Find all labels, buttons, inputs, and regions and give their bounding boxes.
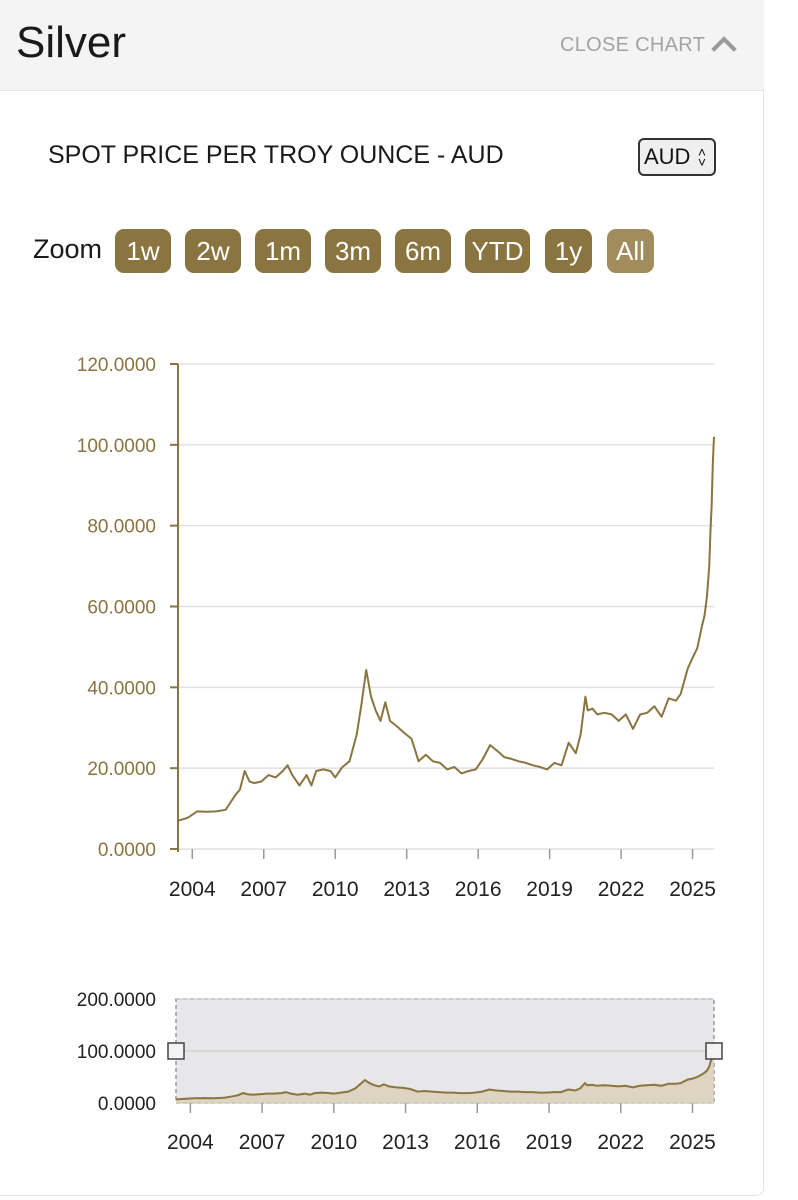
navigator-x-tick-label: 2007: [239, 1131, 286, 1154]
x-tick-label: 2019: [526, 878, 573, 900]
y-tick-label: 0.0000: [98, 840, 156, 861]
navigator-x-tick-label: 2025: [669, 1131, 716, 1154]
main-price-chart[interactable]: 0.0000 20.0000 40.0000 60.0000 80.0000 100.00…: [0, 340, 760, 900]
zoom-label: Zoom: [33, 234, 103, 264]
y-tick-label: 20.0000: [87, 759, 156, 780]
page-title: Silver: [16, 18, 127, 67]
zoom-2w-button[interactable]: 2w: [185, 229, 241, 273]
select-arrows-icon: ˄ ˅: [697, 144, 706, 170]
navigator-x-tick-label: 2004: [167, 1131, 214, 1154]
currency-select[interactable]: AUD ˄ ˅: [638, 138, 716, 176]
zoom-1m-button[interactable]: 1m: [255, 229, 311, 273]
x-tick-label: 2010: [312, 878, 359, 900]
navigator-right-handle[interactable]: [705, 1042, 723, 1060]
navigator-chart[interactable]: 0.0000 100.0000 200.0000 2004 2007 2010 2013 20…: [0, 975, 760, 1175]
y-tick-label: 80.0000: [87, 517, 156, 538]
zoom-all-button[interactable]: All: [607, 229, 654, 273]
y-tick-label: 60.0000: [87, 598, 156, 619]
navigator-x-tick-label: 2016: [454, 1131, 501, 1154]
chart-header: Silver CLOSE CHART: [0, 0, 764, 91]
navigator-x-tick-label: 2010: [310, 1131, 357, 1154]
x-tick-label: 2022: [598, 878, 645, 900]
close-chart-label: CLOSE CHART: [560, 33, 706, 56]
chevron-up-icon: [711, 36, 737, 62]
zoom-ytd-button[interactable]: YTD: [465, 229, 530, 273]
navigator-left-handle[interactable]: [167, 1042, 185, 1060]
currency-value: AUD: [644, 144, 691, 169]
navigator-x-tick-label: 2019: [526, 1131, 573, 1154]
zoom-3m-button[interactable]: 3m: [325, 229, 381, 273]
chart-card: Silver CLOSE CHART SPOT PRICE PER TROY O…: [0, 0, 764, 1196]
navigator-series-line: [175, 1049, 715, 1101]
zoom-1w-button[interactable]: 1w: [115, 229, 171, 273]
y-tick-label: 100.0000: [77, 436, 156, 457]
close-chart-button[interactable]: CLOSE CHART: [560, 32, 737, 62]
zoom-6m-button[interactable]: 6m: [395, 229, 451, 273]
navigator-y-tick-label: 100.0000: [77, 1042, 156, 1063]
x-tick-label: 2004: [169, 878, 216, 900]
chart-subtitle: SPOT PRICE PER TROY OUNCE - AUD: [48, 141, 504, 169]
x-tick-label: 2025: [669, 878, 716, 900]
x-tick-label: 2016: [455, 878, 502, 900]
navigator-x-tick-label: 2022: [597, 1131, 644, 1154]
zoom-1y-button[interactable]: 1y: [545, 229, 592, 273]
x-tick-label: 2013: [383, 878, 430, 900]
price-series-line: [177, 436, 715, 822]
y-tick-label: 40.0000: [87, 678, 156, 699]
navigator-y-tick-label: 200.0000: [77, 990, 156, 1011]
y-tick-label: 120.0000: [77, 355, 156, 376]
navigator-y-tick-label: 0.0000: [98, 1094, 156, 1115]
navigator-x-tick-label: 2013: [382, 1131, 429, 1154]
x-tick-label: 2007: [240, 878, 287, 900]
